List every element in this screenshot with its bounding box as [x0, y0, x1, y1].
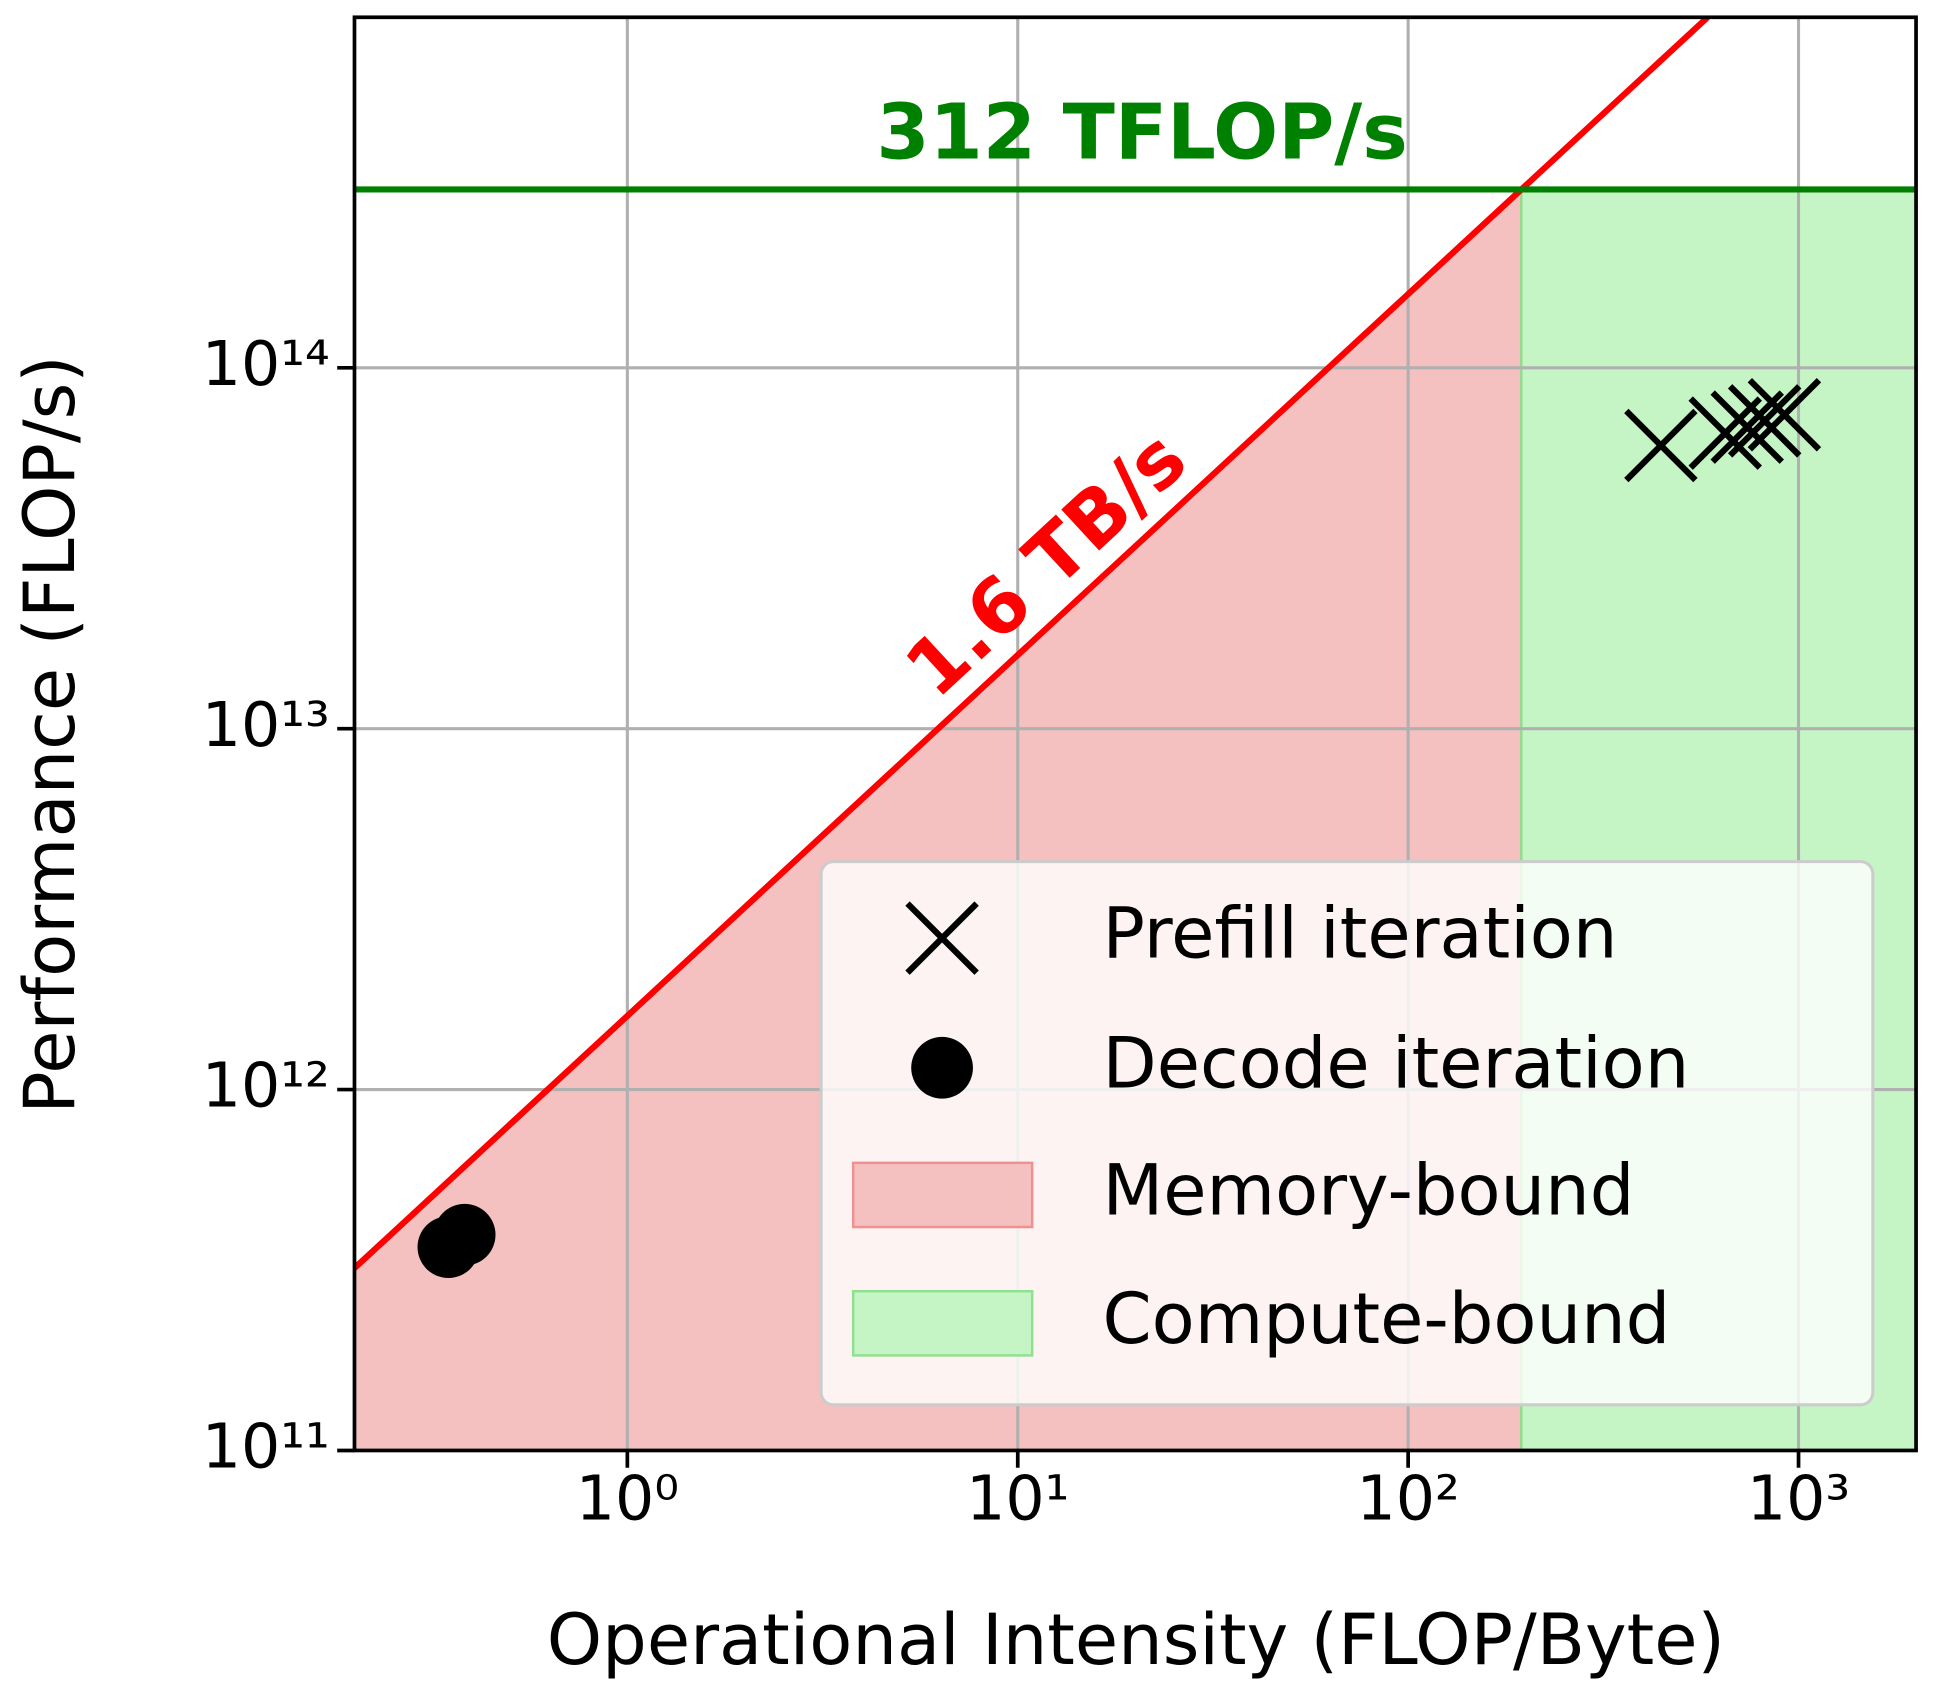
y-tick-label: 10¹²	[202, 1050, 330, 1122]
legend-label: Memory-bound	[1103, 1149, 1635, 1231]
cross-marker	[1727, 384, 1802, 458]
plot-frame	[352, 15, 1918, 1453]
legend-patch	[851, 1161, 1034, 1229]
x-tick-label: 10²	[1356, 1462, 1459, 1534]
y-tick-label: 10¹⁴	[202, 328, 330, 400]
y-tick-label: 10¹¹	[202, 1411, 330, 1483]
peak-label: 312 TFLOP/s	[876, 89, 1407, 178]
legend-label: Decode iteration	[1103, 1022, 1690, 1104]
y-axis-label: Performance (FLOP/s)	[9, 355, 91, 1113]
x-tick-label: 10⁰	[576, 1462, 679, 1534]
cross-marker	[1688, 396, 1762, 470]
markers	[417, 378, 1822, 1278]
legend-marker	[911, 1036, 973, 1099]
legend-box	[819, 860, 1875, 1407]
bandwidth-roof	[354, 17, 1710, 1271]
axes: 10⁰ 10¹ 10² 10³ 10¹¹ 10¹² 10¹³ 10¹⁴	[202, 15, 1918, 1534]
legend-label: Prefill iteration	[1103, 893, 1618, 975]
legend-marker	[905, 901, 979, 975]
y-tick-label: 10¹³	[202, 689, 330, 761]
x-tick-label: 10¹	[966, 1462, 1069, 1534]
roofline: 312 TFLOP/s1.6 TB/s	[354, 17, 1917, 1271]
legend: Prefill iteration Decode iteration Memory-…	[819, 860, 1875, 1407]
legend-patch	[851, 1289, 1034, 1357]
legend-label: Compute-bound	[1103, 1278, 1671, 1360]
cross-marker	[1747, 378, 1822, 452]
cross-marker	[1624, 408, 1698, 483]
x-axis-label: Operational Intensity (FLOP/Byte)	[547, 1599, 1725, 1681]
x-tick-label: 10³	[1747, 1462, 1850, 1534]
dot-marker	[433, 1203, 496, 1266]
